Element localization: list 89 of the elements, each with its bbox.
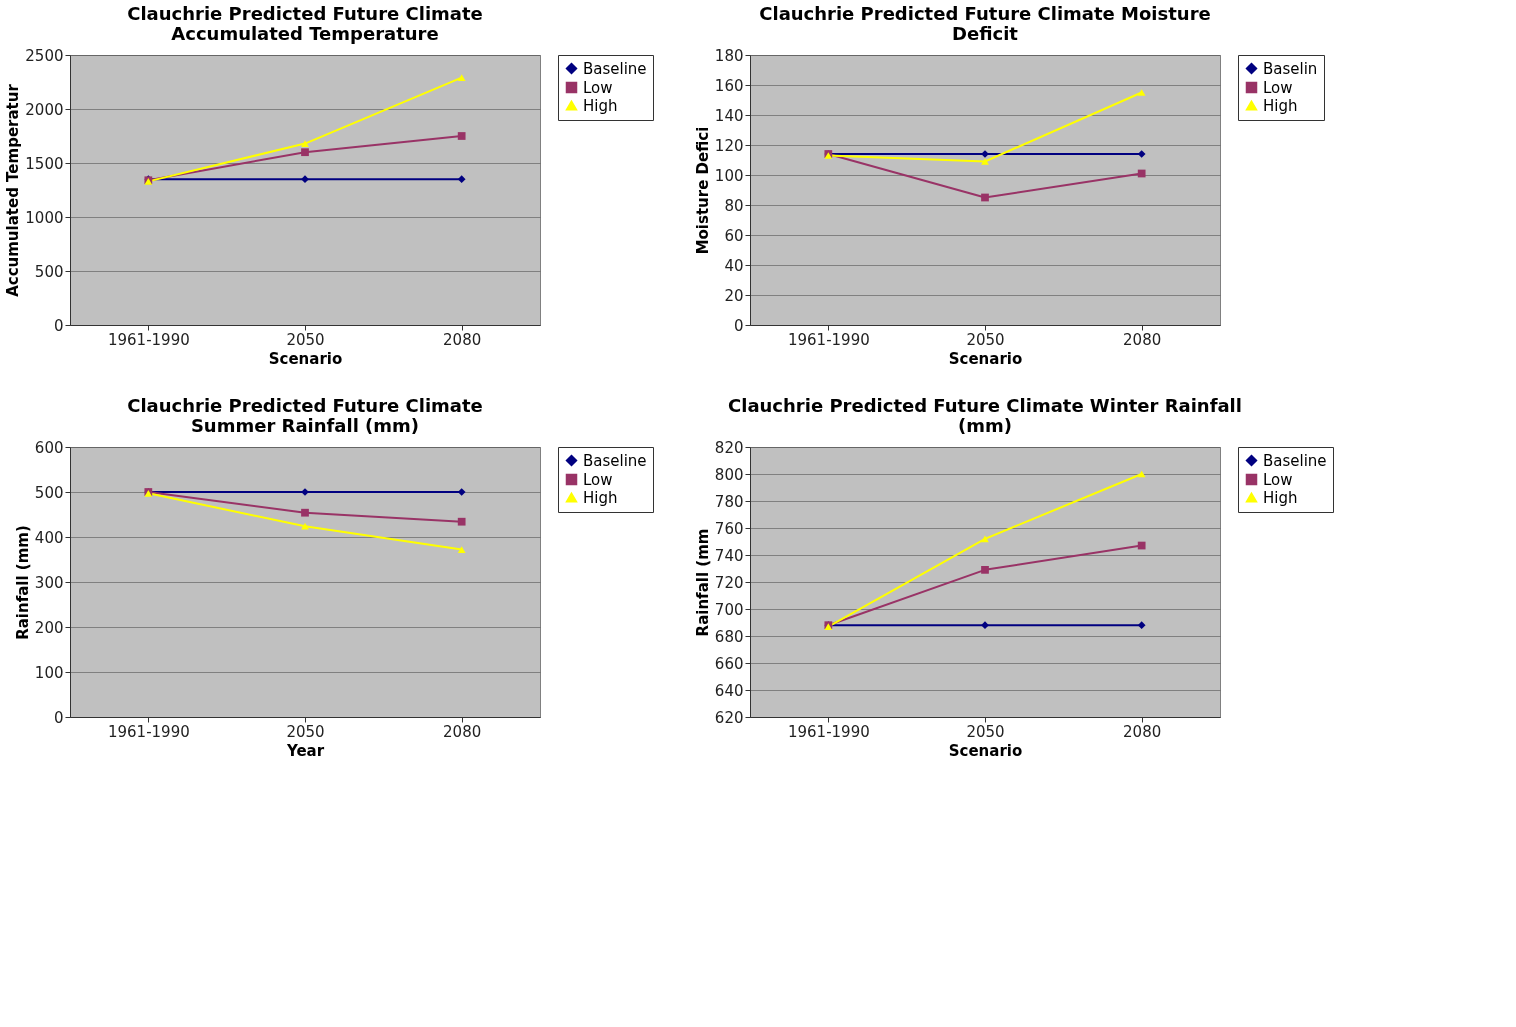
- y-tick-label: 20: [724, 286, 744, 305]
- point: [301, 522, 309, 530]
- point: [981, 193, 989, 202]
- legend-label: High: [583, 488, 618, 507]
- chart-title: Clauchrie Predicted Future Climate Accumulated Temperature: [127, 3, 483, 44]
- y-tick-label: 740: [714, 546, 744, 565]
- legend-label: Low: [1263, 78, 1293, 97]
- y-tick-label: 0: [733, 316, 744, 335]
- x-axis-title: Scenario: [948, 741, 1023, 760]
- x-axis-title: Year: [285, 741, 325, 760]
- chart-title: Clauchrie Predicted Future Climate Winter Rainfall (mm): [728, 395, 1242, 436]
- x-tick-label: 1961-1990: [787, 330, 870, 349]
- y-axis-title: Rainfall (mm): [13, 525, 32, 640]
- legend-label: Low: [583, 470, 613, 489]
- x-tick-label: 2050: [286, 722, 325, 741]
- point: [1137, 621, 1146, 630]
- y-tick-label: 140: [714, 106, 744, 125]
- legend-label: High: [1263, 96, 1298, 115]
- y-tick-label: 820: [714, 438, 744, 457]
- point: [981, 565, 989, 574]
- point: [1137, 169, 1146, 178]
- y-tick-label: 40: [724, 256, 744, 275]
- y-tick-label: 80: [724, 196, 744, 215]
- y-tick-label: 640: [714, 681, 744, 700]
- x-tick-label: 2050: [966, 330, 1005, 349]
- point: [457, 175, 466, 184]
- x-tick-label: 2080: [443, 330, 482, 349]
- y-tick-label: 0: [53, 708, 64, 727]
- y-axis-title: Moisture Defici: [693, 126, 712, 255]
- legend-label: Baseline: [583, 451, 647, 470]
- legend-label: Low: [1263, 470, 1293, 489]
- y-tick-label: 300: [34, 573, 64, 592]
- legend-label: High: [1263, 488, 1298, 507]
- y-axis-title: Rainfall (mm: [693, 528, 712, 637]
- point: [457, 74, 466, 82]
- x-tick-label: 2080: [443, 722, 482, 741]
- point: [301, 508, 309, 517]
- y-tick-label: 180: [714, 46, 744, 65]
- y-tick-label: 780: [714, 492, 744, 511]
- x-tick-label: 1961-1990: [787, 722, 870, 741]
- y-tick-label: 660: [714, 654, 744, 673]
- legend-label: High: [583, 96, 618, 115]
- point: [457, 132, 466, 140]
- x-axis-title: Scenario: [268, 349, 343, 368]
- y-tick-label: 800: [714, 465, 744, 484]
- x-tick-label: 1961-1990: [107, 330, 190, 349]
- y-tick-label: 680: [714, 627, 744, 646]
- y-tick-label: 500: [34, 262, 64, 281]
- legend-label: Low: [583, 78, 613, 97]
- point: [981, 158, 989, 165]
- point: [981, 621, 989, 630]
- y-tick-label: 720: [714, 573, 744, 592]
- point: [301, 148, 309, 157]
- chart-title: Clauchrie Predicted Future Climate Summer Rainfall (mm): [127, 395, 483, 436]
- chart-title: Clauchrie Predicted Future Climate Moisture Deficit: [759, 3, 1211, 44]
- y-tick-label: 620: [714, 708, 744, 727]
- y-axis-title: Accumulated Temperatur: [4, 83, 23, 297]
- y-tick-label: 1000: [25, 208, 64, 227]
- y-tick-label: 600: [34, 438, 64, 457]
- y-tick-label: 0: [53, 316, 64, 335]
- y-tick-label: 2500: [25, 46, 64, 65]
- x-tick-label: 1961-1990: [107, 722, 190, 741]
- y-tick-label: 760: [714, 519, 744, 538]
- legend-label: Baseline: [583, 59, 647, 78]
- y-tick-label: 160: [714, 76, 744, 95]
- y-tick-label: 700: [714, 600, 744, 619]
- y-tick-label: 60: [724, 226, 744, 245]
- y-tick-label: 200: [34, 618, 64, 637]
- y-tick-label: 2000: [25, 100, 64, 119]
- x-axis-title: Scenario: [948, 349, 1023, 368]
- point: [301, 175, 309, 184]
- point: [301, 140, 309, 147]
- y-tick-label: 400: [34, 528, 64, 547]
- y-tick-label: 120: [714, 136, 744, 155]
- y-tick-label: 1500: [25, 154, 64, 173]
- legend-label: Baselin: [1263, 59, 1318, 78]
- point: [981, 535, 989, 543]
- x-tick-label: 2080: [1123, 722, 1162, 741]
- y-tick-label: 100: [34, 663, 64, 682]
- legend-label: Baseline: [1263, 451, 1327, 470]
- point: [457, 517, 466, 526]
- x-tick-label: 2050: [966, 722, 1005, 741]
- point: [457, 546, 466, 553]
- point: [1137, 89, 1146, 96]
- x-tick-label: 2050: [286, 330, 325, 349]
- point: [1137, 541, 1146, 550]
- x-tick-label: 2080: [1123, 330, 1162, 349]
- y-tick-label: 500: [34, 483, 64, 502]
- y-tick-label: 100: [714, 166, 744, 185]
